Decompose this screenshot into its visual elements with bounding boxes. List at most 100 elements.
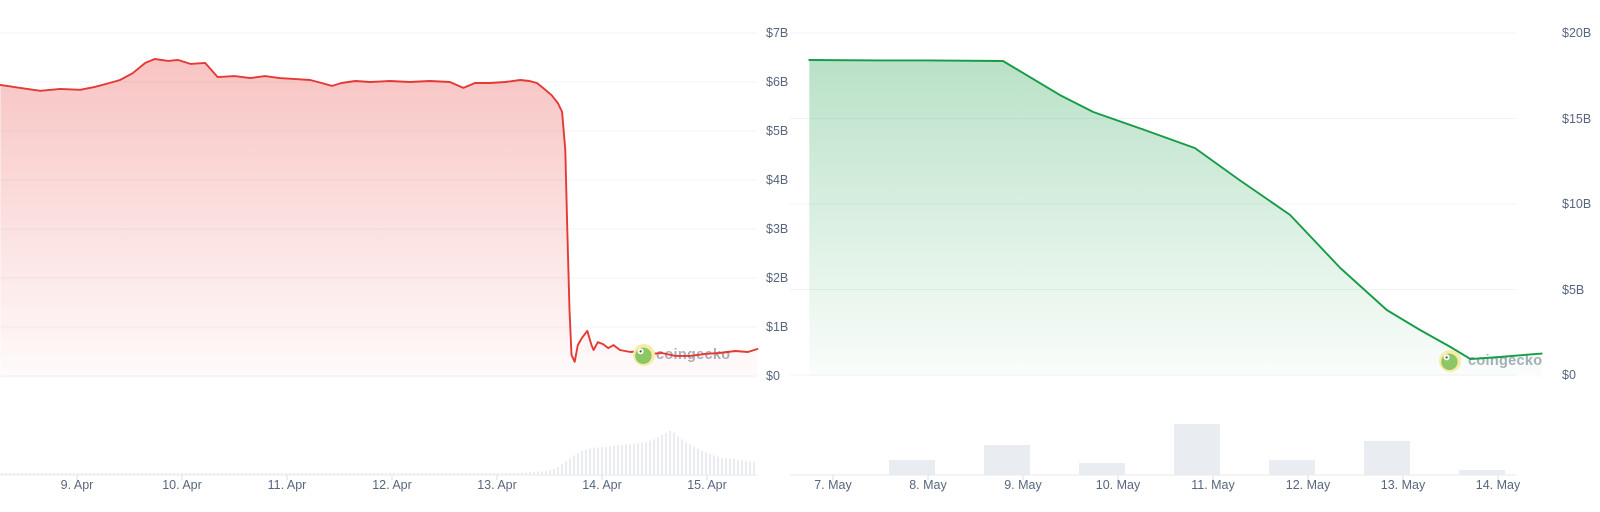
volume-bar [237,473,239,475]
volume-bar [45,473,47,475]
volume-bar [313,473,315,475]
volume-bar [697,448,699,475]
volume-bar [661,435,663,475]
volume-bar [25,473,27,475]
volume-bar [193,473,195,475]
volume-bar [609,446,611,475]
coingecko-gecko-icon [633,344,655,366]
volume-bar [613,445,615,475]
volume-bar [413,473,415,475]
volume-bar [1079,463,1125,475]
volume-bar [33,473,35,475]
volume-bar [489,473,491,475]
volume-bar [57,473,59,475]
volume-bar [521,472,523,475]
volume-bar [269,473,271,475]
volume-bar [153,473,155,475]
volume-bar [229,473,231,475]
volume-bar [109,473,111,475]
volume-bar [241,473,243,475]
volume-bar [133,473,135,475]
volume-bar [561,463,563,475]
april-crash-chart[interactable] [0,32,759,480]
volume-bar [21,473,23,475]
volume-bar [365,473,367,475]
volume-bar [573,455,575,475]
volume-bar [189,473,191,475]
x-tick-label: 9. May [1004,478,1042,492]
volume-bar [749,461,751,475]
volume-bar [185,473,187,475]
volume-bar [341,473,343,475]
volume-bar [317,473,319,475]
volume-bar [405,473,407,475]
volume-bar [685,442,687,475]
volume-bar [665,432,667,475]
x-tick-label: 7. May [814,478,852,492]
volume-bar [329,473,331,475]
volume-bar [261,473,263,475]
volume-bar [1364,441,1410,475]
volume-bar [9,473,11,475]
volume-bar [249,473,251,475]
volume-bar [409,473,411,475]
y-tick-label: $7B [766,26,789,40]
volume-bar [469,473,471,475]
may-decline-chart[interactable] [790,32,1543,480]
volume-bar [453,473,455,475]
volume-bar [257,473,259,475]
volume-bar [641,442,643,475]
volume-bar [669,430,671,475]
volume-bar [429,473,431,475]
volume-bar [497,473,499,475]
volume-bar [369,473,371,475]
volume-bar [645,442,647,475]
volume-bar [593,447,595,475]
volume-bar [473,473,475,475]
volume-bar [381,473,383,475]
volume-bar [297,473,299,475]
volume-bar [513,473,515,475]
volume-bar [333,473,335,475]
volume-bar [221,473,223,475]
volume-bar [73,473,75,475]
volume-bar [137,473,139,475]
volume-bar [553,468,555,475]
volume-bar [141,473,143,475]
volume-bar [181,473,183,475]
volume-bar [461,473,463,475]
volume-bar [349,473,351,475]
volume-bar [437,473,439,475]
volume-bar [681,439,683,475]
x-tick-label: 8. May [909,478,947,492]
volume-bar [165,473,167,475]
volume-bar [725,458,727,475]
volume-bar [457,473,459,475]
volume-bar [17,473,19,475]
volume-bar [277,473,279,475]
volume-bar [105,473,107,475]
volume-bar [217,473,219,475]
x-tick-label: 13. May [1380,478,1426,492]
volume-bar [673,432,675,475]
y-tick-label: $6B [766,75,789,89]
x-tick-label: 12. May [1285,478,1331,492]
volume-bar [357,473,359,475]
volume-bar [253,473,255,475]
volume-bar [81,473,83,475]
volume-bar [49,473,51,475]
volume-bar [649,440,651,475]
volume-bar [441,473,443,475]
volume-bar [273,473,275,475]
volume-bar [657,437,659,475]
volume-bar [61,473,63,475]
volume-bar [717,456,719,475]
volume-bar [77,473,79,475]
x-tick-label: 13. Apr [477,478,517,492]
volume-bar [5,473,7,475]
volume-bar [361,473,363,475]
y-tick-label: $3B [766,222,789,236]
volume-bar [325,473,327,475]
volume-bar [589,448,591,475]
x-tick-label: 10. May [1095,478,1141,492]
